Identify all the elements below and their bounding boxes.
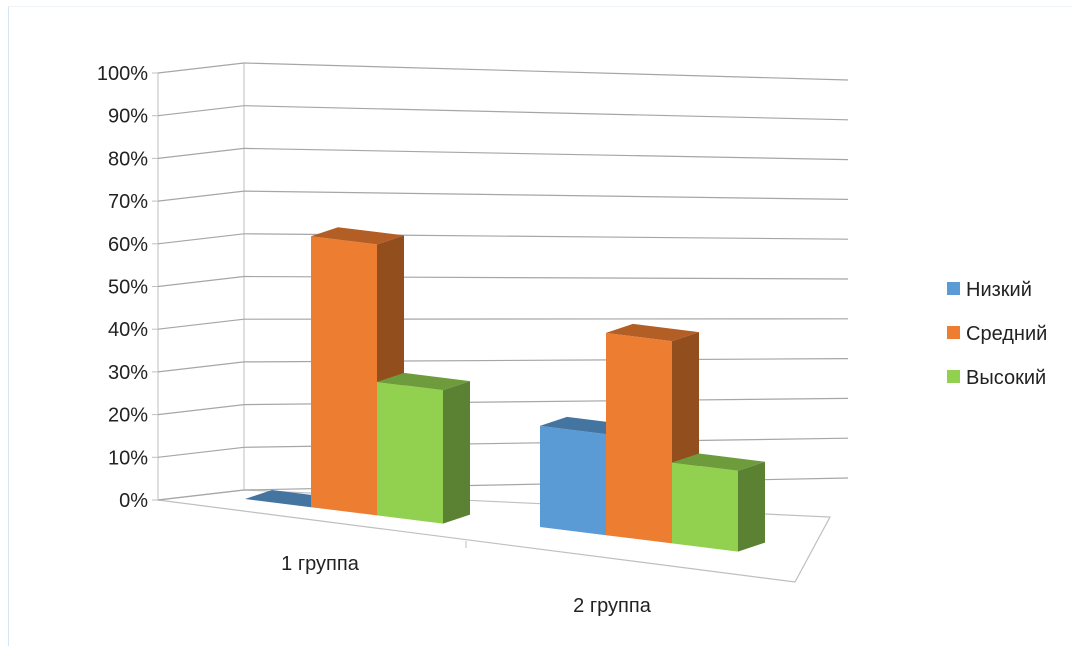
y-tick-label: 100% [97, 63, 148, 85]
gridline-left [157, 446, 245, 458]
bar-front [672, 462, 738, 552]
x-axis-category-labels: 1 группа 2 группа [281, 553, 652, 617]
gridline-left [157, 275, 245, 288]
gridline-left [157, 147, 245, 159]
bar-front [377, 381, 443, 524]
gridline-left [157, 62, 245, 74]
gridline-left [157, 361, 245, 373]
gridline-back [243, 190, 849, 200]
gridline-left [157, 190, 245, 202]
legend-swatch [947, 282, 960, 295]
y-tick-label: 50% [108, 277, 148, 299]
y-tick-label: 10% [108, 447, 148, 469]
gridline-left [157, 489, 245, 501]
y-tick-label: 30% [108, 362, 148, 384]
bars [245, 227, 765, 552]
y-tick-label: 20% [108, 405, 148, 427]
category-label: 2 группа [573, 595, 652, 617]
y-tick-label: 80% [108, 148, 148, 170]
bar-side [738, 461, 765, 552]
y-tick-label: 70% [108, 191, 148, 213]
gridline-back [243, 62, 849, 81]
chart-frame [8, 6, 1072, 646]
gridline-left [157, 318, 245, 330]
gridline-back [243, 105, 849, 121]
gridlines [152, 62, 849, 501]
bar-top [311, 227, 404, 245]
bar-top [377, 372, 470, 391]
y-tick-label: 40% [108, 319, 148, 341]
bar-1-высокий [377, 372, 470, 524]
y-tick-label: 60% [108, 234, 148, 256]
legend-label: Средний [966, 323, 1047, 345]
gridline-left [157, 233, 245, 245]
bar-2-высокий [672, 453, 765, 552]
legend: Низкий Средний Высокий [947, 279, 1047, 389]
y-tick-label: 0% [119, 490, 148, 512]
bar-top [606, 323, 699, 342]
legend-label: Низкий [966, 279, 1032, 301]
bar-front [606, 332, 672, 544]
gridline-left [157, 105, 245, 117]
legend-swatch [947, 370, 960, 383]
bar-front [311, 236, 377, 516]
gridline-left [157, 404, 245, 416]
bar-top [672, 453, 765, 471]
legend-label: Высокий [966, 367, 1046, 389]
y-tick-label: 90% [108, 106, 148, 128]
gridline-back [243, 147, 849, 161]
y-axis-tick-labels: 0% 10% 20% 30% 40% 50% 60% 70% 80% 90% 100% [97, 63, 148, 512]
category-label: 1 группа [281, 553, 360, 575]
legend-swatch [947, 326, 960, 339]
bar-front [540, 425, 606, 536]
bar-side [443, 381, 470, 524]
